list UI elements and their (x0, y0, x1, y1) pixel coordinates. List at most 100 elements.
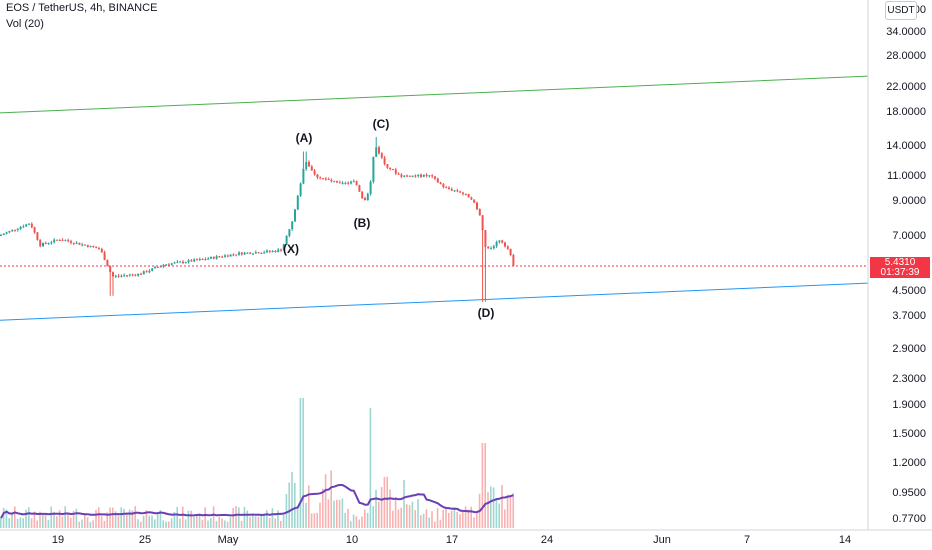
candle (190, 259, 193, 262)
candle (341, 181, 344, 185)
candle-body (470, 197, 473, 200)
candle (406, 174, 408, 178)
candle (512, 253, 515, 266)
time-axis[interactable]: 19 25 May 10 17 24 Jun 7 14 (0, 529, 932, 546)
volume-bar (120, 507, 122, 528)
volume-bar (53, 511, 55, 528)
candle-body (249, 252, 252, 254)
candle-body (400, 174, 403, 177)
candle (33, 226, 36, 234)
candle-body (33, 227, 36, 233)
wave-label[interactable]: (B) (354, 216, 371, 230)
volume-bar (473, 517, 475, 528)
candle (159, 266, 162, 268)
candle-body (176, 261, 179, 263)
candle-body (112, 272, 114, 277)
candle-body (487, 246, 490, 249)
candle (266, 249, 268, 253)
candle (425, 173, 428, 178)
volume-bar (75, 508, 78, 528)
candle (403, 175, 406, 178)
volume-bar (176, 506, 178, 528)
candle (411, 175, 414, 178)
y-tick-label: 0.7700 (892, 513, 926, 525)
candle (78, 242, 81, 245)
x-tick-label: 10 (346, 534, 358, 546)
candle (16, 228, 19, 232)
volume-bar (39, 511, 41, 528)
volume-bar (305, 502, 307, 528)
candle-body (182, 261, 184, 263)
candle (232, 253, 235, 257)
volume-bar (103, 520, 106, 528)
candle-body (61, 239, 64, 241)
candle-body (436, 178, 439, 183)
volume-bar (470, 506, 472, 528)
candle-body (75, 242, 78, 244)
candle-body (67, 240, 70, 242)
volume-bar (156, 513, 159, 528)
wave-label[interactable]: (X) (283, 242, 299, 256)
candle (389, 167, 392, 171)
volume-bar (106, 512, 108, 528)
candle (50, 240, 53, 245)
candle (473, 199, 476, 204)
candle (117, 273, 120, 278)
volume-bar (422, 513, 425, 528)
candle-body (64, 240, 67, 242)
candle-body (235, 254, 238, 256)
candle-body (8, 230, 11, 233)
candle-body (151, 268, 154, 271)
volume-bar (218, 517, 220, 528)
candle (249, 252, 252, 255)
volume-bar (145, 510, 148, 528)
candle (257, 251, 260, 254)
wave-label[interactable]: (D) (478, 306, 495, 320)
volume-bar (240, 520, 243, 528)
volume-bar (299, 398, 302, 528)
volume-bar (397, 509, 400, 528)
wave-label[interactable]: (C) (373, 117, 390, 131)
candle-body (420, 174, 422, 177)
y-tick-label: 2.9000 (892, 343, 926, 355)
volume-bar (224, 520, 226, 528)
currency-unit-badge[interactable]: USDT (885, 1, 917, 20)
wave-label[interactable]: (A) (296, 131, 313, 145)
volume-bar (462, 510, 464, 528)
y-tick-label: 28.0000 (886, 50, 926, 62)
candle-body (484, 230, 487, 247)
lower-trendline[interactable] (0, 282, 869, 321)
candle (252, 253, 254, 255)
candle-body (347, 182, 350, 184)
candle-body (196, 259, 198, 261)
volume-bar (257, 516, 260, 528)
candle (313, 168, 316, 176)
candle-body (30, 223, 33, 228)
x-tick-label: Jun (653, 534, 671, 546)
candle (271, 250, 274, 253)
volume-bar (439, 519, 442, 528)
volume-bar (442, 509, 444, 528)
candle-body (327, 178, 330, 180)
candle-body (50, 242, 53, 244)
volume-bar (456, 512, 458, 528)
candle-body (434, 176, 436, 179)
candle-body (414, 175, 417, 177)
candle-body (288, 229, 291, 236)
candle-body (316, 174, 319, 178)
x-tick-label: 19 (52, 534, 64, 546)
volume-bar (33, 511, 36, 528)
candle (114, 274, 117, 279)
volume-bar (268, 517, 271, 528)
candle-body (204, 259, 207, 261)
volume-bar (495, 498, 498, 528)
upper-trendline[interactable] (0, 75, 869, 114)
candle (450, 187, 453, 192)
candle (481, 214, 484, 302)
volume-bar (89, 521, 92, 528)
candle-body (498, 240, 501, 242)
candle-body (226, 255, 229, 257)
volume-indicator-label[interactable]: Vol (20) (6, 18, 44, 30)
candle-body (44, 242, 47, 244)
